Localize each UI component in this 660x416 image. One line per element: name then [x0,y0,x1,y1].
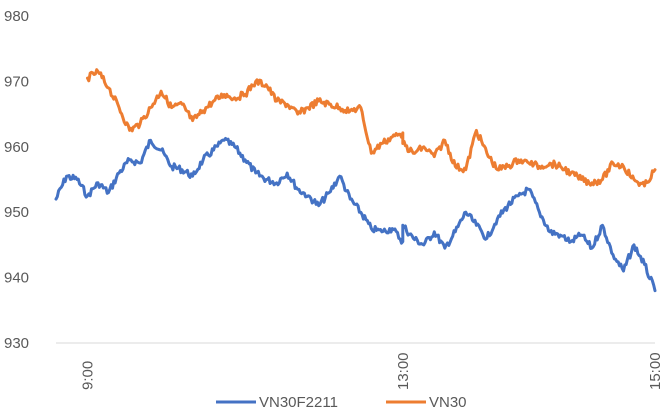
x-tick-label: 9:00 [80,361,97,390]
legend-label: VN30 [429,394,467,411]
legend-label: VN30F2211 [259,394,338,411]
series-line [86,68,657,188]
y-tick-label: 930 [4,335,29,352]
y-tick-label: 950 [4,204,29,221]
x-tick-label: 15:00 [647,352,660,390]
chart-series [54,68,657,293]
chart-legend: VN30F2211 VN30 [216,394,467,411]
y-tick-label: 960 [4,139,29,156]
y-tick-label: 970 [4,73,29,90]
x-tick-label: 13:00 [395,352,412,390]
y-tick-label: 980 [4,8,29,25]
series-line [54,137,657,293]
y-tick-label: 940 [4,270,29,287]
chart-axes: 980 970 960 950 940 930 9:00 13:00 15:00 [4,8,660,390]
